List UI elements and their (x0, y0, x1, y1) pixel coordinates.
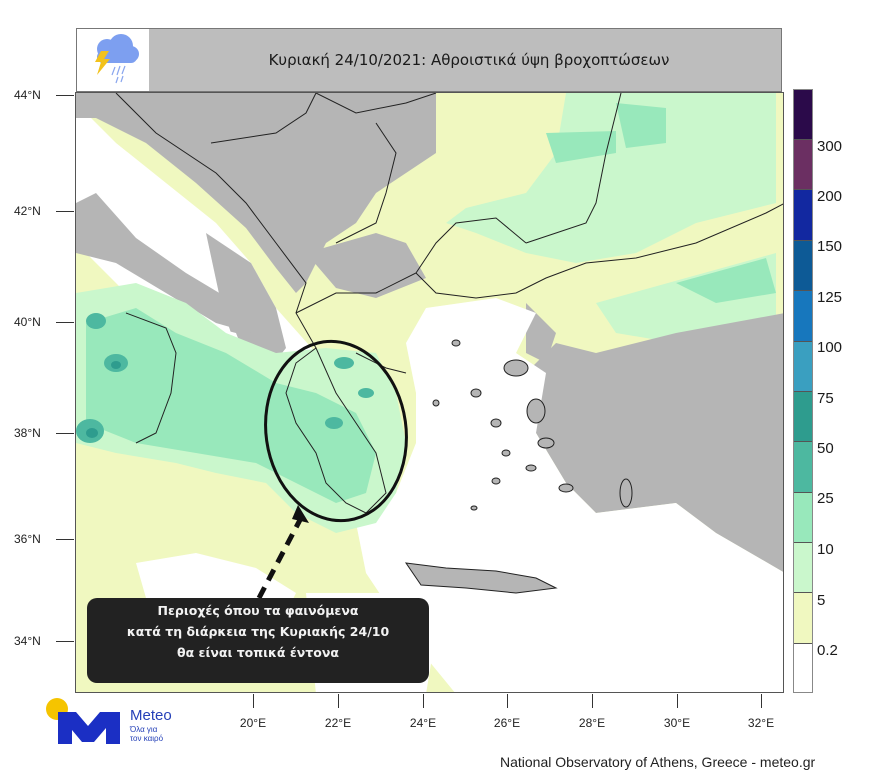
lon-label: 32°E (747, 716, 775, 730)
lat-label: 34°N (14, 634, 41, 648)
highlight-ellipse (264, 339, 408, 523)
legend-label: 25 (817, 490, 834, 507)
lat-label: 42°N (14, 204, 41, 218)
meteo-logo (44, 696, 194, 748)
title-bar: Κυριακή 24/10/2021: Αθροιστικά ύψη βροχο… (76, 28, 782, 92)
lon-label: 20°E (239, 716, 267, 730)
map-title: Κυριακή 24/10/2021: Αθροιστικά ύψη βροχο… (268, 51, 670, 69)
legend-label: 125 (817, 289, 843, 306)
lon-label: 22°E (324, 716, 352, 730)
legend-label: 200 (817, 188, 843, 205)
callout-line: θα είναι τοπικά έντονα (177, 645, 339, 660)
logo-tagline: Όλα για τον καιρό (130, 725, 164, 743)
lat-label: 40°N (14, 315, 41, 329)
lon-label: 24°E (409, 716, 437, 730)
legend-label: 100 (817, 339, 843, 356)
lon-label: 30°E (663, 716, 691, 730)
footer-credit: National Observatory of Athens, Greece -… (500, 754, 816, 770)
callout-line: Περιοχές όπου τα φαινόμενα (157, 603, 359, 618)
legend-label: 10 (817, 541, 834, 558)
legend-label: 75 (817, 390, 834, 407)
legend-label: 50 (817, 440, 834, 457)
lat-label: 36°N (14, 532, 41, 546)
logo-name: Meteo (130, 707, 172, 724)
lat-label: 44°N (14, 88, 41, 102)
colorbar-legend (793, 89, 813, 693)
legend-label: 5 (817, 592, 826, 609)
lon-label: 26°E (493, 716, 521, 730)
dashed-arrow (256, 516, 304, 600)
lat-label: 38°N (14, 426, 41, 440)
legend-label: 0.2 (817, 642, 838, 659)
cloud-lightning-rain-icon (77, 29, 149, 91)
callout-box: Περιοχές όπου τα φαινόμενα κατά τη διάρκ… (87, 598, 429, 683)
legend-label: 300 (817, 138, 843, 155)
precipitation-map (75, 92, 784, 693)
lon-label: 28°E (578, 716, 606, 730)
callout-line: κατά τη διάρκεια της Κυριακής 24/10 (126, 624, 390, 639)
legend-label: 150 (817, 238, 843, 255)
